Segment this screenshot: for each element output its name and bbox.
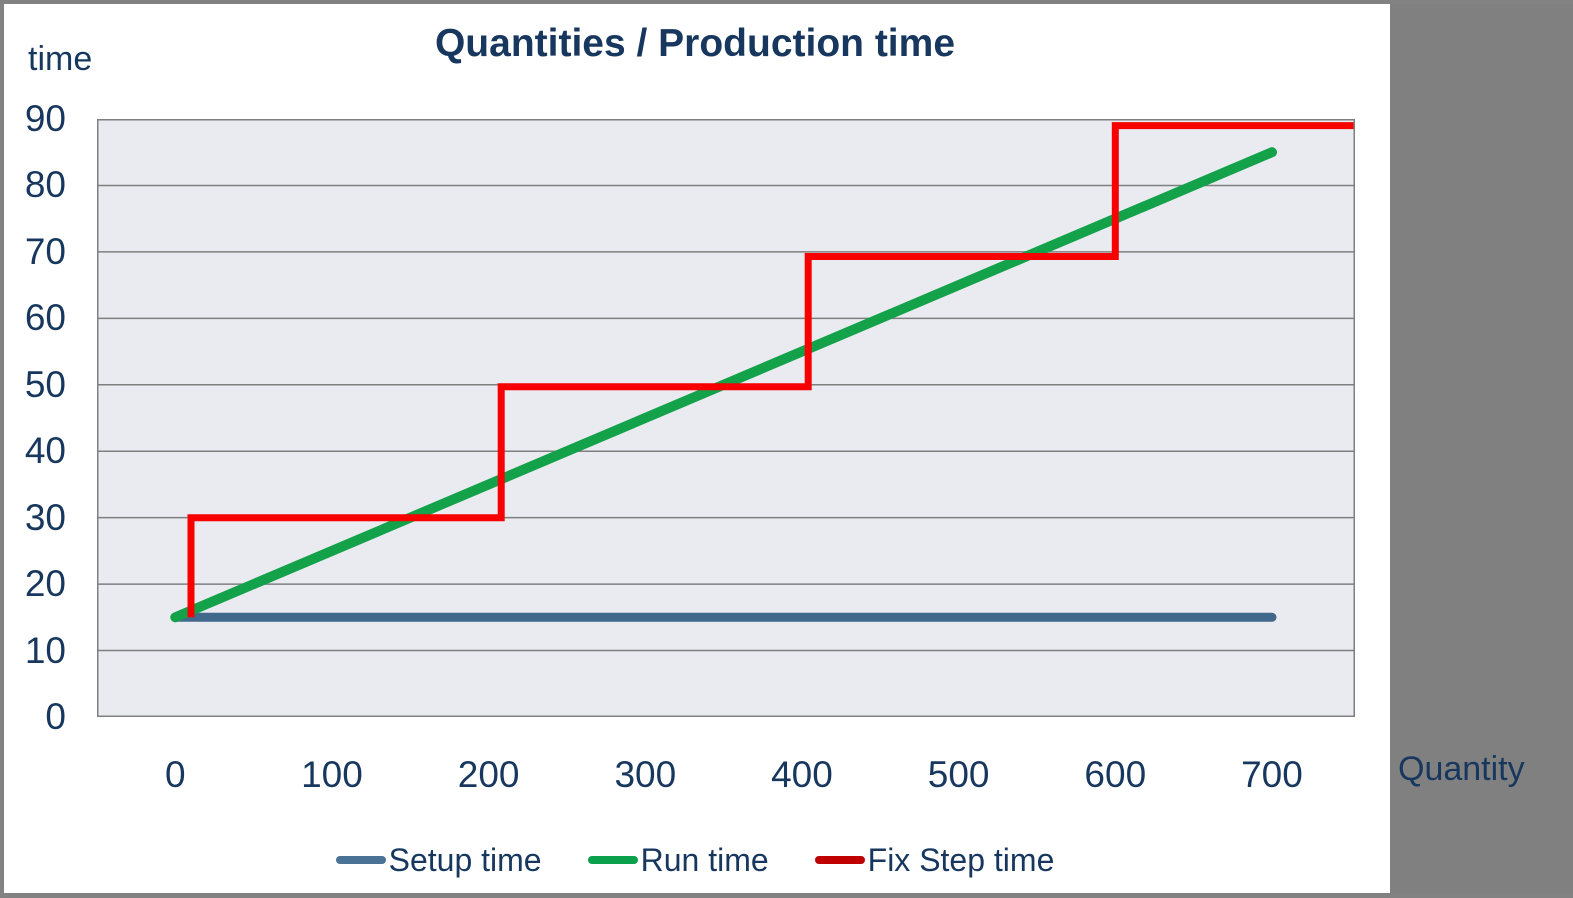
legend-label-run-time: Run time xyxy=(640,841,769,878)
frame-border-bottom xyxy=(0,893,1573,898)
frame-border-left xyxy=(0,0,4,898)
plot-canvas xyxy=(97,119,1355,717)
x-tick-label-200: 200 xyxy=(457,754,520,795)
legend-label-fix-step-time: Fix Step time xyxy=(867,841,1055,878)
x-axis-tick-labels: 0 100 200 300 400 500 600 700 xyxy=(0,752,1390,802)
x-tick-label-100: 100 xyxy=(301,754,363,795)
legend-marker-run-time xyxy=(587,856,638,864)
legend-marker-setup-time xyxy=(335,856,386,864)
plot-area xyxy=(97,119,1355,717)
y-tick-label-90: 90 xyxy=(24,98,66,139)
legend-item-run-time: Run time xyxy=(587,841,769,879)
legend: Setup time Run time Fix Step time xyxy=(0,836,1390,884)
x-tick-label-500: 500 xyxy=(927,754,990,795)
x-tick-label-400: 400 xyxy=(771,754,833,795)
y-tick-label-80: 80 xyxy=(24,164,66,206)
legend-label-setup-time: Setup time xyxy=(388,841,542,878)
y-tick-label-40: 40 xyxy=(24,430,66,472)
y-axis-tick-labels: 0 10 20 30 40 50 60 70 80 90 xyxy=(0,0,66,898)
chart-title: Quantities / Production time xyxy=(434,22,956,65)
y-axis-title: time xyxy=(28,40,93,78)
y-tick-label-60: 60 xyxy=(24,297,66,339)
legend-item-setup-time: Setup time xyxy=(335,841,542,879)
y-tick-label-50: 50 xyxy=(24,363,66,405)
x-tick-label-600: 600 xyxy=(1084,754,1147,795)
legend-marker-fix-step-time xyxy=(814,856,865,864)
y-tick-label-10: 10 xyxy=(24,629,66,671)
x-tick-label-700: 700 xyxy=(1241,754,1303,795)
y-tick-label-30: 30 xyxy=(24,496,66,538)
frame-border-top xyxy=(0,0,1573,4)
y-tick-label-70: 70 xyxy=(24,230,66,272)
y-tick-label-0: 0 xyxy=(45,696,66,737)
y-tick-label-20: 20 xyxy=(24,563,66,605)
legend-item-fix-step-time: Fix Step time xyxy=(814,841,1055,879)
right-gray-band xyxy=(1390,0,1573,898)
series-line-fix-step-time xyxy=(187,122,1355,618)
x-tick-label-0: 0 xyxy=(165,754,186,795)
plot-border xyxy=(97,119,1355,717)
plot-background xyxy=(97,119,1355,717)
x-axis-title: Quantity xyxy=(1398,750,1525,788)
x-tick-label-300: 300 xyxy=(614,754,677,795)
